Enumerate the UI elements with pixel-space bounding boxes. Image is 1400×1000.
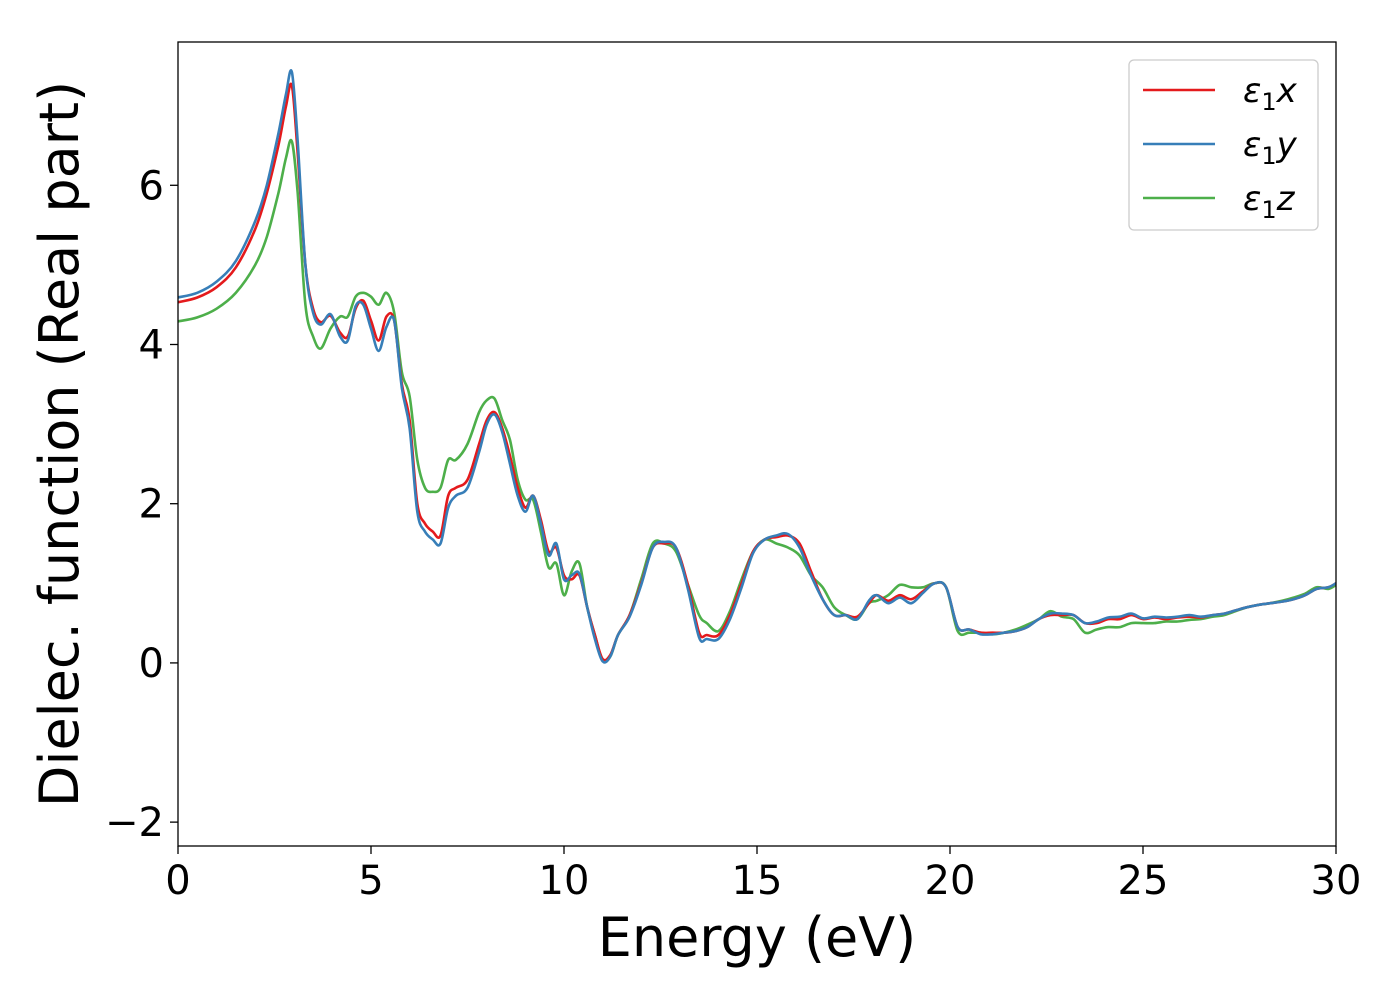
x-tick-label: 10 xyxy=(539,858,590,904)
legend: ε1x ε1y ε1z xyxy=(1128,59,1319,231)
x-tick-label: 30 xyxy=(1311,858,1362,904)
legend-label-z: ε1z xyxy=(1243,179,1296,224)
legend-label-x: ε1x xyxy=(1243,71,1298,116)
x-tick-label: 25 xyxy=(1118,858,1169,904)
x-tick-label: 20 xyxy=(925,858,976,904)
y-tick-label: 2 xyxy=(139,482,164,528)
x-axis-label: Energy (eV) xyxy=(598,906,917,969)
y-axis-label: Dielec. function (Real part) xyxy=(28,81,91,807)
series-line-z xyxy=(178,138,1336,664)
x-tick-label: 15 xyxy=(732,858,783,904)
x-tick-label: 5 xyxy=(358,858,383,904)
legend-label-y: ε1y xyxy=(1243,125,1298,170)
y-tick-label: −2 xyxy=(105,800,164,846)
series-line-y xyxy=(178,69,1336,664)
series-layer xyxy=(178,69,1336,664)
legend-box xyxy=(1128,59,1319,231)
legend-items: ε1x ε1y ε1z xyxy=(1143,71,1298,224)
y-tick-label: 0 xyxy=(139,641,164,687)
x-tick-label: 0 xyxy=(165,858,190,904)
y-tick-label: 4 xyxy=(139,322,164,368)
y-tick-label: 6 xyxy=(139,163,164,209)
